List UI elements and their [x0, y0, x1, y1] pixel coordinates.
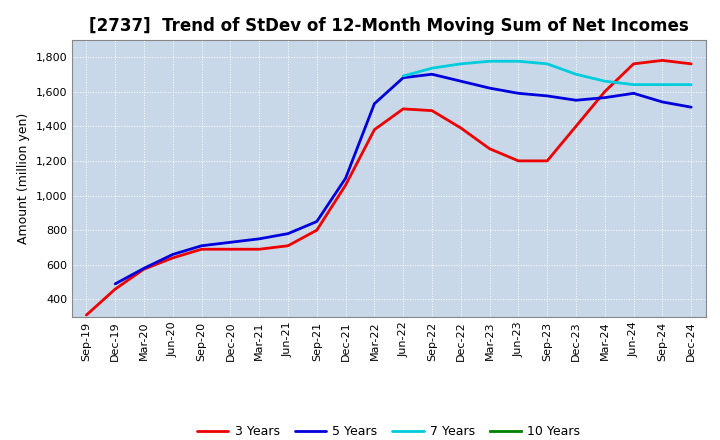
3 Years: [168, 255, 177, 260]
3 Years: [255, 246, 264, 252]
7 Years: [572, 72, 580, 77]
7 Years: [629, 82, 638, 87]
3 Years: [485, 146, 494, 151]
5 Years: [658, 99, 667, 105]
7 Years: [485, 59, 494, 64]
Line: 5 Years: 5 Years: [115, 74, 691, 284]
5 Years: [140, 266, 148, 271]
3 Years: [399, 106, 408, 111]
Line: 3 Years: 3 Years: [86, 60, 691, 315]
5 Years: [370, 101, 379, 106]
3 Years: [456, 125, 465, 131]
7 Years: [514, 59, 523, 64]
3 Years: [658, 58, 667, 63]
5 Years: [341, 176, 350, 181]
5 Years: [226, 240, 235, 245]
5 Years: [255, 236, 264, 242]
7 Years: [428, 66, 436, 71]
5 Years: [312, 219, 321, 224]
5 Years: [197, 243, 206, 249]
5 Years: [399, 75, 408, 81]
5 Years: [514, 91, 523, 96]
5 Years: [485, 85, 494, 91]
5 Years: [572, 98, 580, 103]
3 Years: [428, 108, 436, 113]
5 Years: [687, 105, 696, 110]
7 Years: [600, 78, 609, 84]
3 Years: [111, 286, 120, 292]
3 Years: [226, 246, 235, 252]
Y-axis label: Amount (million yen): Amount (million yen): [17, 113, 30, 244]
5 Years: [456, 78, 465, 84]
7 Years: [687, 82, 696, 87]
3 Years: [82, 312, 91, 318]
7 Years: [543, 61, 552, 66]
3 Years: [543, 158, 552, 164]
3 Years: [600, 89, 609, 94]
5 Years: [600, 95, 609, 100]
3 Years: [341, 183, 350, 188]
3 Years: [284, 243, 292, 249]
3 Years: [629, 61, 638, 66]
5 Years: [111, 281, 120, 286]
3 Years: [514, 158, 523, 164]
5 Years: [284, 231, 292, 236]
3 Years: [687, 61, 696, 66]
3 Years: [312, 227, 321, 233]
3 Years: [572, 124, 580, 129]
3 Years: [370, 127, 379, 132]
7 Years: [399, 73, 408, 79]
Title: [2737]  Trend of StDev of 12-Month Moving Sum of Net Incomes: [2737] Trend of StDev of 12-Month Moving…: [89, 17, 688, 35]
7 Years: [658, 82, 667, 87]
7 Years: [456, 61, 465, 66]
5 Years: [428, 72, 436, 77]
5 Years: [543, 93, 552, 99]
Line: 7 Years: 7 Years: [403, 61, 691, 84]
Legend: 3 Years, 5 Years, 7 Years, 10 Years: 3 Years, 5 Years, 7 Years, 10 Years: [192, 420, 585, 440]
5 Years: [629, 91, 638, 96]
5 Years: [168, 252, 177, 257]
3 Years: [140, 267, 148, 272]
3 Years: [197, 246, 206, 252]
